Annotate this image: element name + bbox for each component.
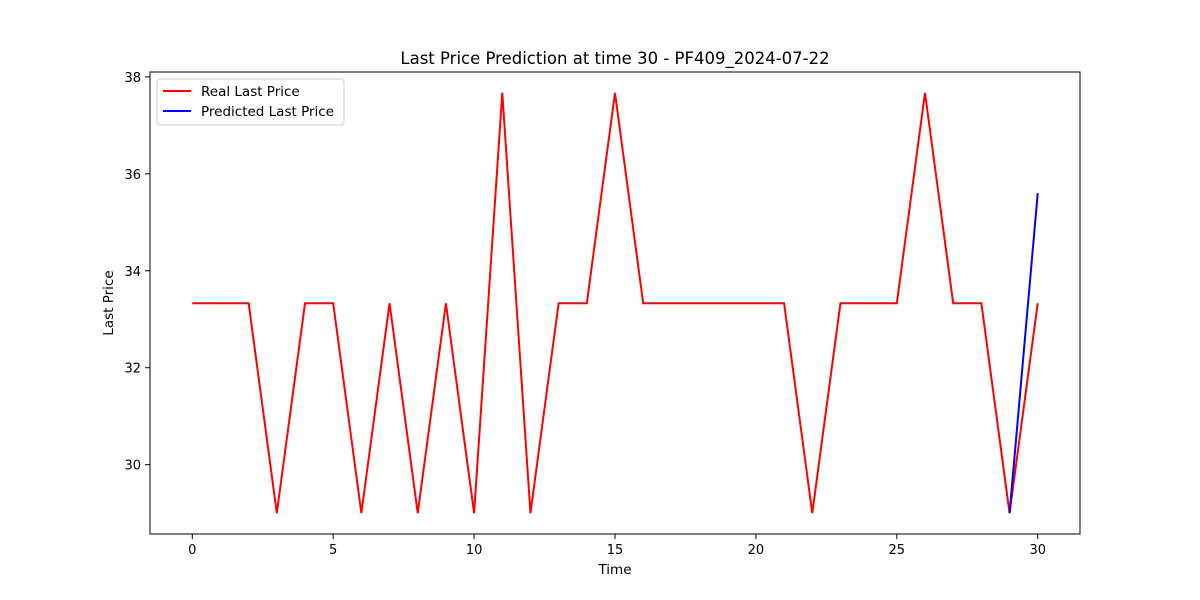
chart-title: Last Price Prediction at time 30 - PF409…	[400, 49, 829, 69]
x-tick-label: 25	[889, 543, 906, 558]
x-tick-label: 15	[607, 543, 624, 558]
y-tick-label: 32	[124, 362, 141, 377]
x-tick-label: 0	[188, 543, 196, 558]
legend-box	[156, 78, 345, 126]
y-tick-label: 38	[124, 71, 141, 86]
y-axis-ticks: 30 32 34 36 38	[124, 71, 150, 474]
x-axis-ticks: 0 5 10 15 20 25 30	[188, 534, 1046, 558]
y-tick-label: 36	[124, 168, 141, 183]
x-axis-label: Time	[597, 562, 631, 578]
series-line-real	[192, 92, 1039, 514]
plot-frame	[149, 71, 1081, 535]
x-tick-label: 10	[466, 543, 483, 558]
legend-label-predicted: Predicted Last Price	[201, 104, 334, 120]
x-tick-label: 20	[748, 543, 765, 558]
plot-area	[192, 92, 1039, 514]
series-line-predicted	[1008, 193, 1039, 514]
y-axis-label: Last Price	[101, 270, 117, 335]
y-tick-label: 34	[124, 265, 141, 280]
x-tick-label: 30	[1029, 543, 1046, 558]
y-tick-label: 30	[124, 459, 141, 474]
legend: Real Last Price Predicted Last Price	[156, 78, 345, 126]
legend-label-real: Real Last Price	[201, 84, 300, 100]
x-tick-label: 5	[329, 543, 337, 558]
